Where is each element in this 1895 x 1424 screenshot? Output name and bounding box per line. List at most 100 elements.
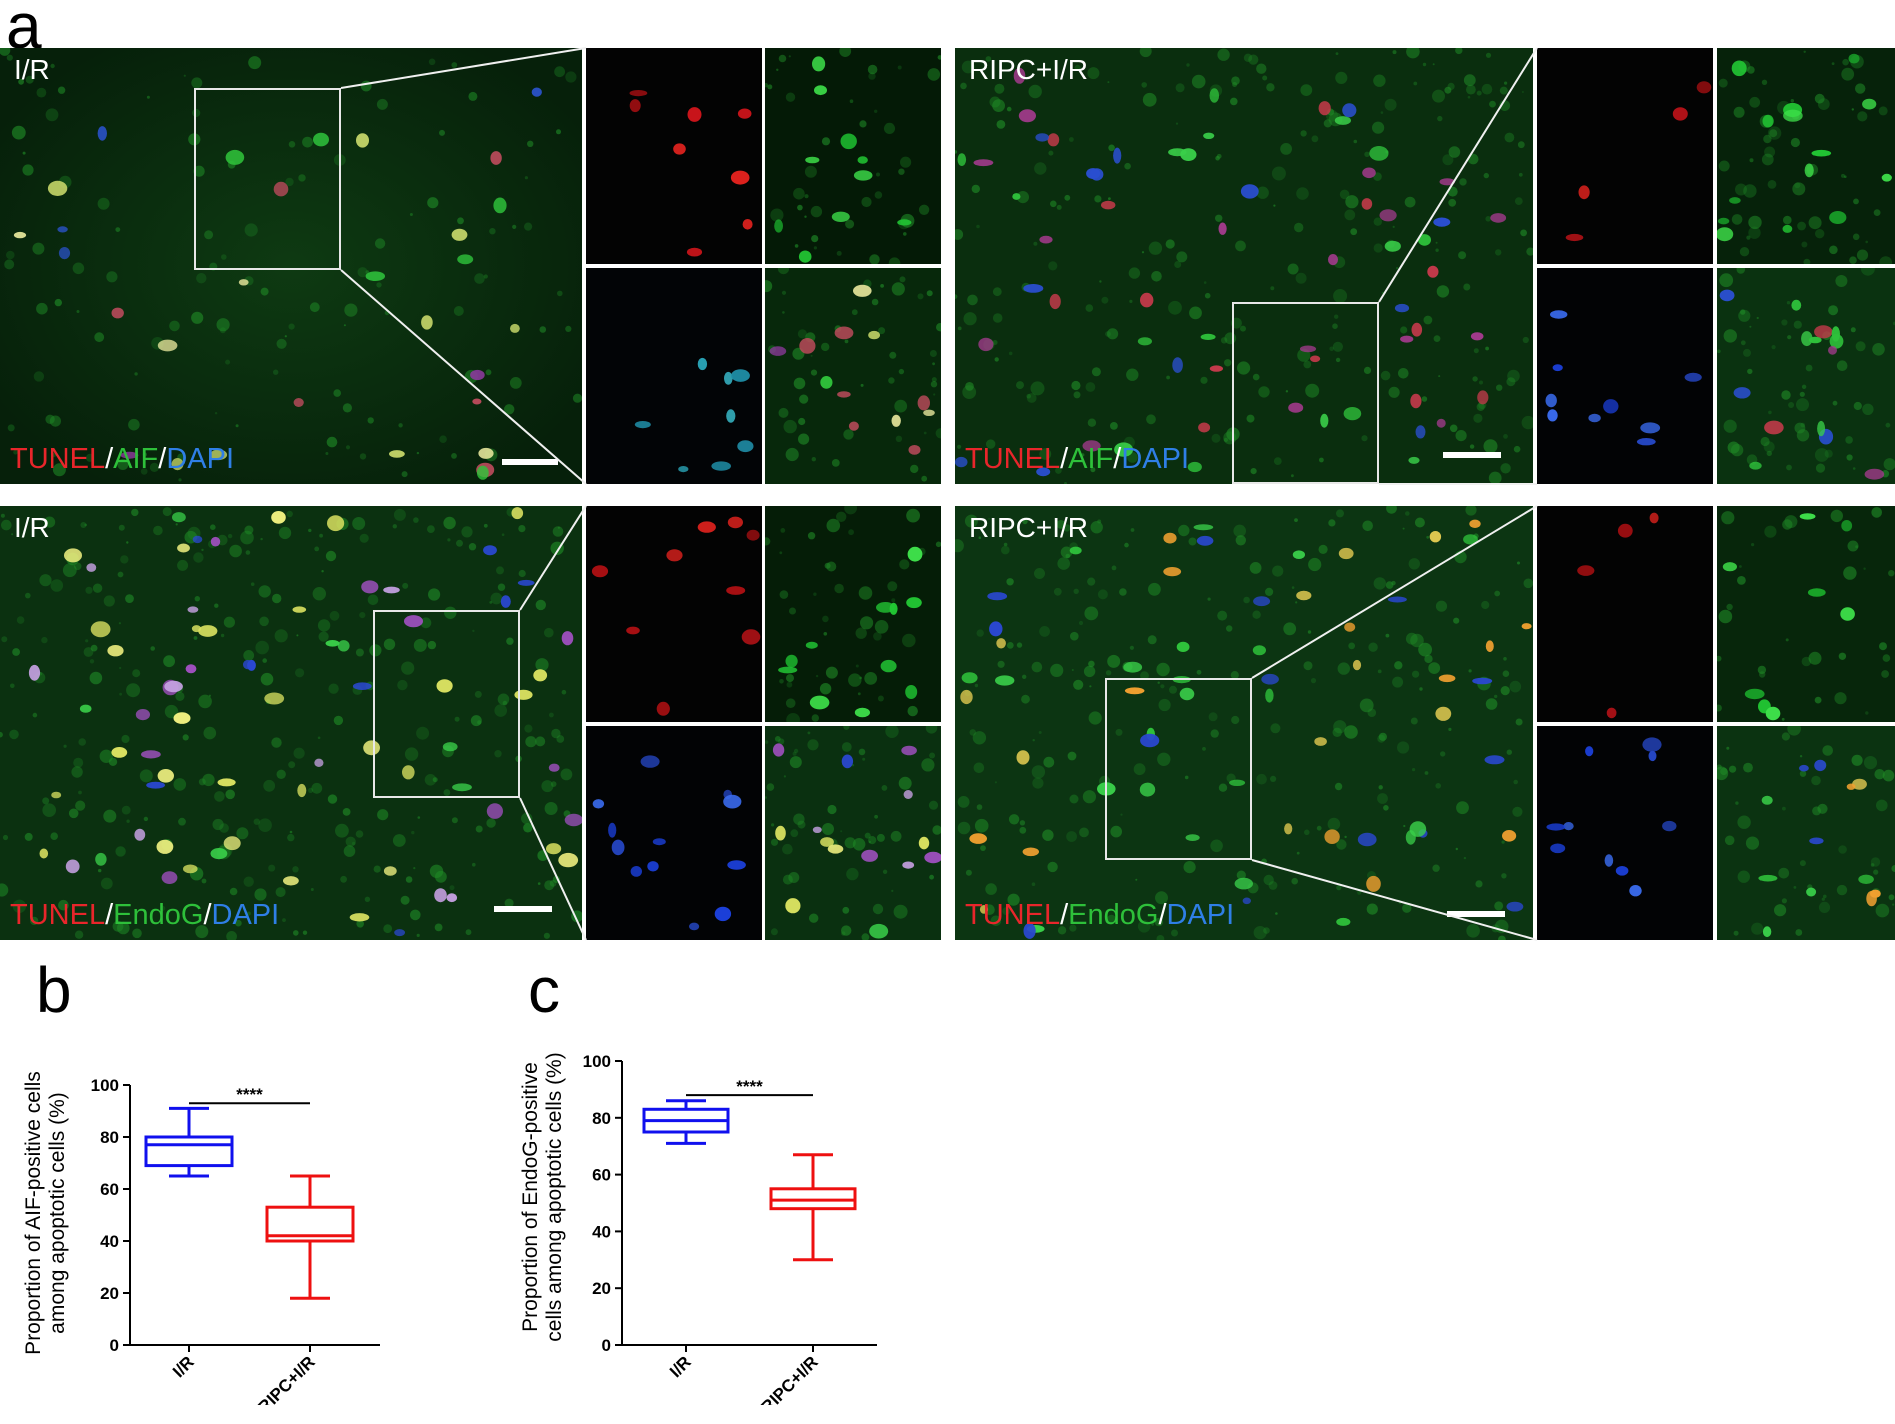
tissue-speckle — [1781, 319, 1788, 326]
tissue-speckle — [1115, 728, 1123, 736]
tissue-speckle — [779, 551, 783, 555]
cell-nucleus — [918, 836, 930, 850]
tissue-speckle — [1217, 610, 1228, 621]
tissue-speckle — [216, 318, 230, 332]
tissue-speckle — [1019, 820, 1026, 826]
tissue-speckle — [765, 740, 769, 744]
y-tick-label: 80 — [100, 1128, 119, 1147]
tissue-speckle — [1230, 671, 1239, 680]
tissue-speckle — [1855, 83, 1866, 94]
cell-nucleus — [1016, 750, 1030, 765]
tissue-speckle — [1034, 162, 1047, 175]
tissue-speckle — [992, 99, 1005, 112]
cell-nucleus — [483, 545, 497, 556]
tissue-speckle — [173, 778, 187, 791]
tissue-speckle — [126, 683, 141, 698]
tissue-speckle — [1740, 340, 1746, 346]
tissue-speckle — [1249, 562, 1262, 574]
tissue-speckle — [246, 911, 251, 916]
tissue-speckle — [1232, 82, 1238, 87]
tissue-speckle — [1155, 891, 1168, 905]
cell-nucleus — [177, 543, 190, 553]
tissue-speckle — [284, 335, 287, 338]
tissue-speckle — [1031, 661, 1043, 673]
cell-nucleus — [902, 861, 915, 869]
x-tick-label: I/R — [666, 1352, 695, 1381]
cell-nucleus — [79, 704, 92, 713]
tissue-speckle — [1520, 229, 1527, 237]
cell-nucleus — [1719, 289, 1735, 302]
tissue-speckle — [494, 750, 502, 758]
cell-nucleus — [1338, 547, 1354, 560]
tissue-speckle — [891, 282, 905, 296]
tissue-speckle — [1226, 625, 1233, 632]
cell-nucleus — [1436, 418, 1446, 428]
tissue-speckle — [799, 394, 809, 404]
tissue-speckle — [474, 690, 482, 698]
tissue-speckle — [844, 339, 849, 344]
tissue-speckle — [100, 877, 113, 890]
x-tick-label: RIPC+I/R — [254, 1352, 319, 1405]
tissue-speckle — [1084, 606, 1099, 621]
tissue-speckle — [932, 825, 941, 835]
tissue-speckle — [1039, 448, 1052, 460]
cell-nucleus — [1018, 109, 1036, 123]
cell-nucleus — [799, 338, 816, 354]
tissue-speckle — [1865, 711, 1869, 715]
tissue-speckle — [1333, 289, 1348, 303]
cell-nucleus — [1662, 820, 1677, 832]
stain-legend: TUNEL/EndoG/DAPI — [10, 899, 280, 931]
tissue-speckle — [1453, 617, 1460, 624]
tissue-speckle — [1380, 111, 1384, 114]
tissue-speckle — [809, 913, 819, 923]
tissue-speckle — [78, 790, 82, 795]
tissue-speckle — [1723, 419, 1737, 433]
tissue-speckle — [1883, 458, 1895, 471]
tissue-speckle — [54, 298, 62, 307]
tissue-speckle — [1171, 929, 1178, 937]
tissue-speckle — [1069, 137, 1074, 142]
tissue-speckle — [962, 385, 977, 399]
tissue-speckle — [874, 109, 878, 113]
tissue-speckle — [383, 638, 396, 650]
stain-legend: TUNEL/AIF/DAPI — [10, 443, 235, 475]
tissue-speckle — [310, 888, 314, 891]
x-tick-label: RIPC+I/R — [757, 1352, 822, 1405]
cell-nucleus — [1469, 519, 1481, 528]
tissue-speckle — [1436, 285, 1450, 298]
tissue-speckle — [898, 368, 905, 375]
tissue-speckle — [1747, 368, 1753, 375]
tissue-speckle — [1142, 92, 1157, 107]
tissue-speckle — [1028, 84, 1042, 99]
tissue-speckle — [765, 280, 773, 293]
tissue-speckle — [1785, 638, 1789, 642]
tissue-speckle — [1786, 464, 1792, 471]
tissue-speckle — [1751, 543, 1755, 547]
tissue-speckle — [822, 823, 834, 835]
tissue-speckle — [836, 250, 842, 256]
tissue-speckle — [1303, 360, 1312, 369]
tissue-speckle — [1026, 393, 1037, 403]
tissue-speckle — [502, 700, 508, 706]
tissue-speckle — [1090, 467, 1096, 473]
tissue-speckle — [1336, 839, 1347, 850]
tissue-speckle — [1479, 380, 1483, 385]
cell-nucleus — [1198, 422, 1211, 433]
tissue-speckle — [278, 526, 292, 540]
tissue-speckle — [770, 928, 778, 936]
tissue-speckle — [779, 679, 784, 684]
tissue-speckle — [1308, 557, 1322, 572]
tissue-speckle — [1423, 315, 1433, 325]
cell-nucleus — [1791, 299, 1802, 311]
tissue-speckle — [1823, 894, 1827, 899]
tissue-speckle — [1718, 609, 1733, 624]
tissue-speckle — [1110, 825, 1122, 838]
tissue-speckle — [1033, 241, 1038, 246]
tissue-speckle — [221, 254, 227, 260]
tissue-speckle — [83, 647, 94, 657]
cell-nucleus — [1124, 687, 1145, 695]
tissue-speckle — [288, 761, 296, 769]
tissue-speckle — [45, 414, 55, 424]
tissue-speckle — [782, 843, 793, 855]
tissue-speckle — [343, 845, 356, 857]
